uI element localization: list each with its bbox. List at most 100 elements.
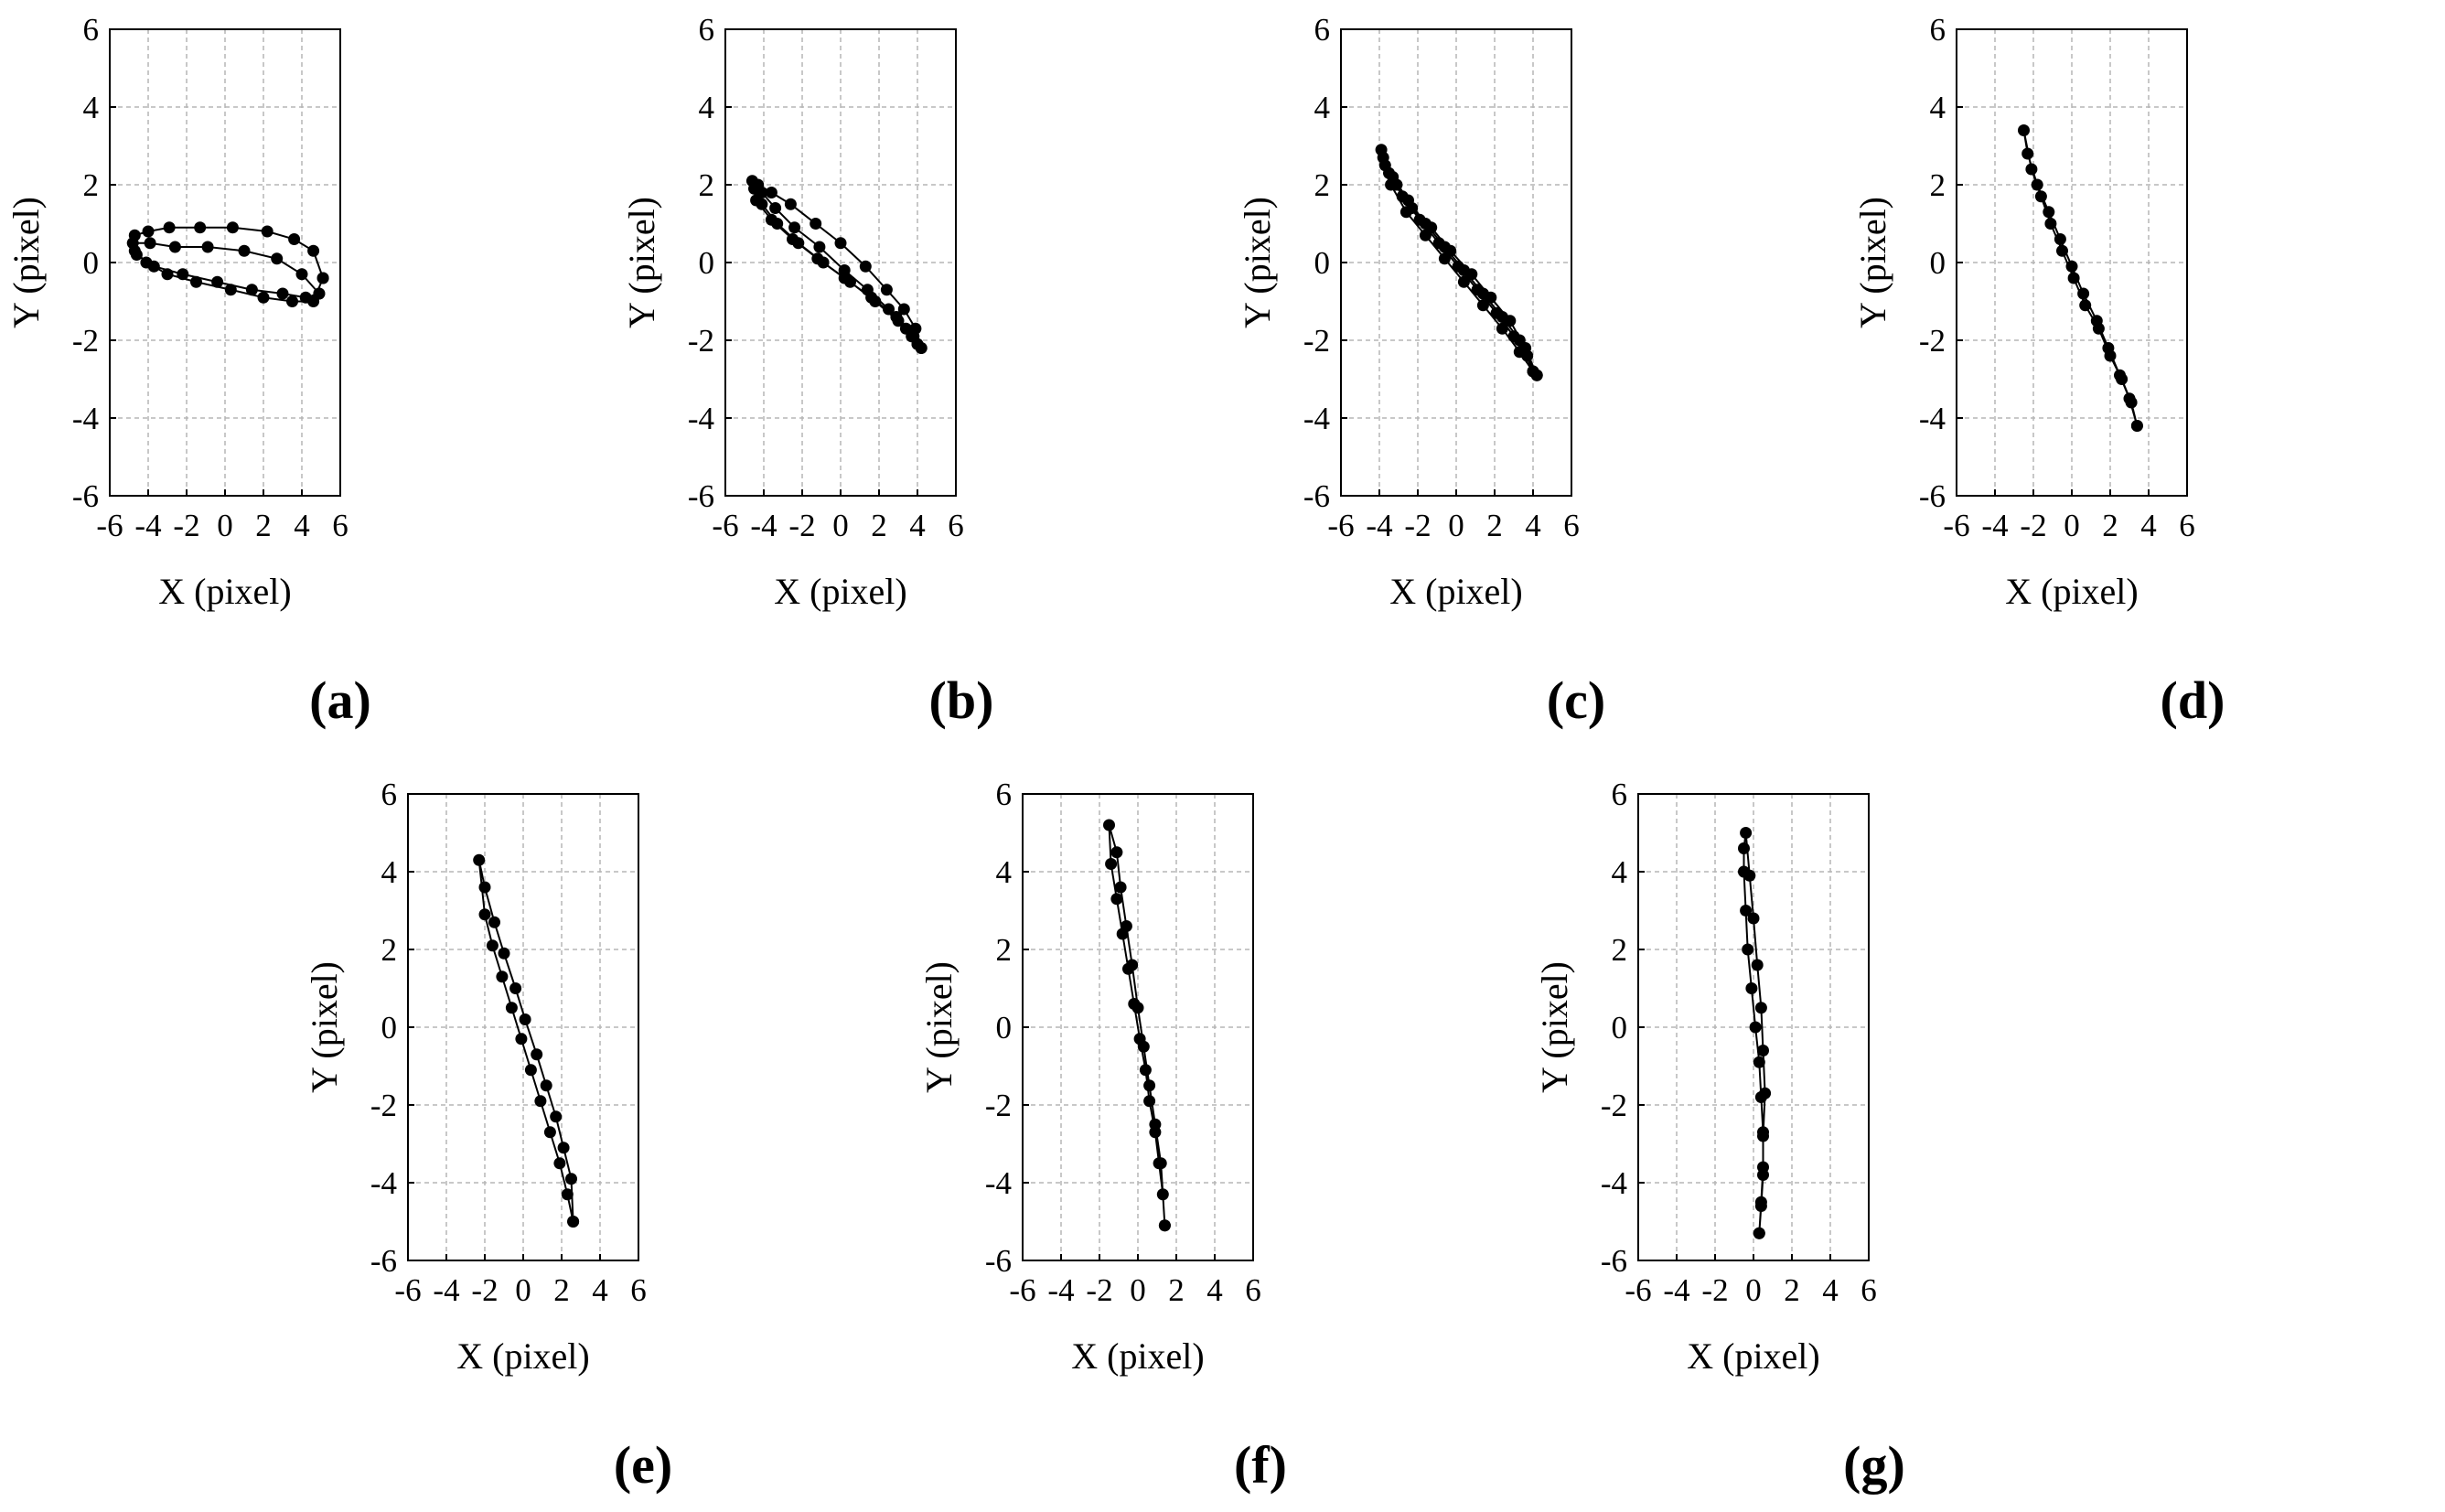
data-point <box>288 233 301 245</box>
data-point <box>2025 163 2038 176</box>
data-point <box>911 338 924 350</box>
x-axis-label: X (pixel) <box>774 571 907 612</box>
data-point <box>194 221 207 234</box>
x-tick-label: 0 <box>832 508 849 543</box>
y-tick-label: -2 <box>370 1088 397 1123</box>
data-point <box>2043 206 2055 219</box>
x-tick-label: 2 <box>1168 1272 1185 1308</box>
data-point <box>769 202 782 214</box>
data-point <box>147 260 160 273</box>
data-point <box>1745 982 1758 994</box>
data-point <box>565 1173 577 1185</box>
data-point <box>2102 342 2115 354</box>
panel-label: (f) <box>1234 1435 1287 1495</box>
x-tick-label: -6 <box>394 1272 421 1308</box>
data-point <box>1496 311 1508 323</box>
data-point <box>316 272 329 284</box>
data-point <box>1156 1188 1169 1201</box>
y-tick-label: -6 <box>370 1243 397 1279</box>
x-tick-label: -2 <box>1086 1272 1112 1308</box>
x-tick-label: -6 <box>96 508 123 543</box>
y-axis-label: Y (pixel) <box>918 961 960 1093</box>
data-point <box>1143 1079 1156 1092</box>
data-point <box>1149 1118 1162 1131</box>
data-point <box>190 275 202 288</box>
data-point <box>307 244 320 257</box>
data-point <box>211 275 224 288</box>
panel-label: (e) <box>614 1435 672 1495</box>
y-tick-label: 6 <box>381 777 398 812</box>
y-tick-label: -2 <box>1919 323 1946 359</box>
x-tick-label: 2 <box>255 508 272 543</box>
y-tick-label: 2 <box>1930 167 1946 203</box>
data-point <box>1105 858 1118 870</box>
y-tick-label: 6 <box>1612 777 1628 812</box>
data-point <box>1457 264 1470 276</box>
data-point <box>201 241 214 253</box>
x-tick-label: -2 <box>173 508 199 543</box>
y-tick-label: 2 <box>381 932 398 968</box>
y-tick-label: -6 <box>1919 478 1946 514</box>
x-tick-label: 6 <box>1861 1272 1877 1308</box>
data-point <box>224 284 237 296</box>
data-point <box>834 237 847 250</box>
data-point <box>245 284 258 296</box>
data-point <box>817 256 830 269</box>
data-point <box>1402 194 1414 207</box>
data-point <box>257 291 270 304</box>
data-point <box>1110 846 1123 859</box>
x-tick-label: -4 <box>134 508 161 543</box>
x-tick-label: -6 <box>712 508 738 543</box>
y-tick-label: 2 <box>83 167 100 203</box>
data-point <box>1743 869 1756 882</box>
data-point <box>892 315 905 327</box>
x-tick-label: -4 <box>1366 508 1392 543</box>
x-tick-label: -4 <box>433 1272 459 1308</box>
x-tick-label: 0 <box>1448 508 1464 543</box>
x-tick-label: 0 <box>1130 1272 1146 1308</box>
data-point <box>859 260 872 273</box>
x-tick-label: -4 <box>1047 1272 1074 1308</box>
x-tick-label: 4 <box>1206 1272 1223 1308</box>
data-point <box>1457 275 1470 288</box>
data-point <box>163 221 176 234</box>
x-tick-label: -6 <box>1327 508 1354 543</box>
x-axis-label: X (pixel) <box>456 1335 590 1377</box>
data-point <box>869 295 882 307</box>
data-point <box>238 244 251 257</box>
data-point <box>1399 206 1412 219</box>
x-tick-label: 4 <box>1822 1272 1839 1308</box>
x-axis-label: X (pixel) <box>1071 1335 1205 1377</box>
data-point <box>543 1126 556 1139</box>
data-point <box>519 1013 531 1025</box>
data-point <box>540 1079 552 1092</box>
x-tick-label: 6 <box>332 508 349 543</box>
y-tick-label: 0 <box>1612 1010 1628 1046</box>
y-tick-label: 4 <box>996 854 1013 890</box>
x-tick-label: 2 <box>1486 508 1503 543</box>
y-tick-label: -6 <box>688 478 714 514</box>
data-point <box>1742 943 1754 956</box>
data-point <box>1120 920 1132 932</box>
y-tick-label: 4 <box>83 90 100 125</box>
x-tick-label: -2 <box>471 1272 498 1308</box>
data-point <box>1158 1219 1171 1232</box>
data-point <box>1740 905 1753 917</box>
y-tick-label: 0 <box>381 1010 398 1046</box>
data-point <box>505 1002 518 1014</box>
y-tick-label: 0 <box>996 1010 1013 1046</box>
data-point <box>299 291 312 304</box>
series-line <box>131 241 320 299</box>
data-point <box>1527 365 1539 378</box>
y-tick-label: 0 <box>83 245 100 281</box>
x-tick-label: -2 <box>788 508 815 543</box>
data-point <box>261 225 273 238</box>
data-point <box>1757 1130 1769 1142</box>
y-tick-label: 0 <box>1930 245 1946 281</box>
data-point <box>126 237 139 250</box>
y-tick-label: 2 <box>1314 167 1331 203</box>
data-point <box>1419 229 1432 241</box>
y-axis-label: Y (pixel) <box>621 197 662 328</box>
